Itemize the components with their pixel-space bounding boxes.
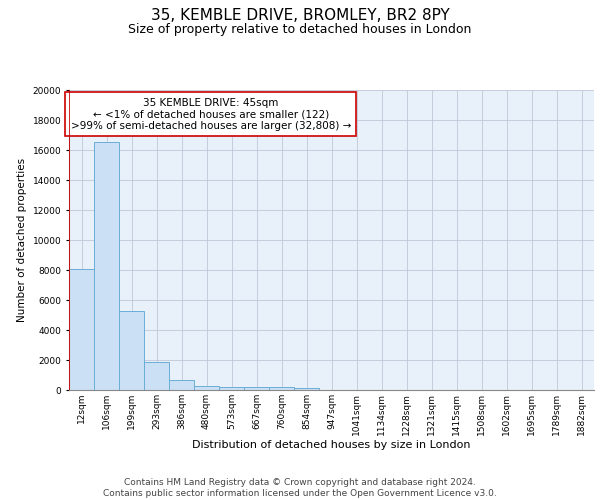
Text: Size of property relative to detached houses in London: Size of property relative to detached ho… [128, 22, 472, 36]
Bar [169, 380, 194, 390]
Text: 35, KEMBLE DRIVE, BROMLEY, BR2 8PY: 35, KEMBLE DRIVE, BROMLEY, BR2 8PY [151, 8, 449, 22]
Text: Contains HM Land Registry data © Crown copyright and database right 2024.
Contai: Contains HM Land Registry data © Crown c… [103, 478, 497, 498]
Bar [194, 386, 219, 390]
Text: 35 KEMBLE DRIVE: 45sqm
← <1% of detached houses are smaller (122)
>99% of semi-d: 35 KEMBLE DRIVE: 45sqm ← <1% of detached… [71, 98, 351, 130]
Bar [119, 310, 144, 390]
Bar [219, 386, 244, 390]
Bar [94, 142, 119, 390]
Bar [269, 388, 294, 390]
Bar [244, 387, 269, 390]
Bar [69, 268, 94, 390]
Bar [294, 388, 319, 390]
X-axis label: Distribution of detached houses by size in London: Distribution of detached houses by size … [192, 440, 471, 450]
Bar [144, 362, 169, 390]
Y-axis label: Number of detached properties: Number of detached properties [17, 158, 27, 322]
